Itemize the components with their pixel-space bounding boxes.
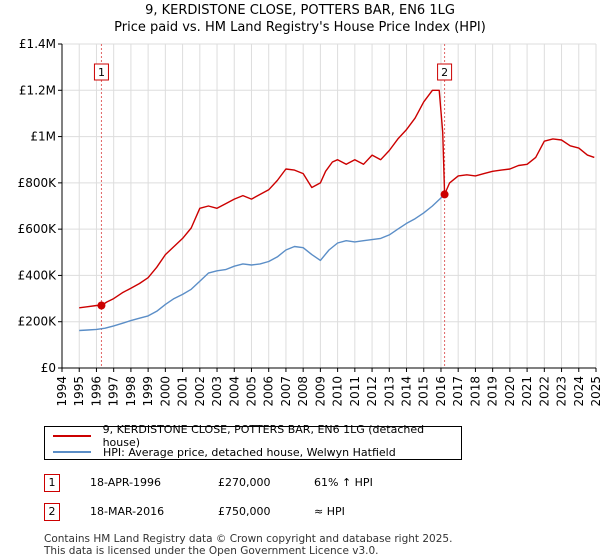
y-tick-label: £1.2M: [19, 83, 56, 97]
x-tick-label: 2007: [279, 376, 293, 407]
sale-date: 18-MAR-2016: [90, 505, 165, 518]
x-tick-label: 2014: [400, 376, 414, 407]
sale-price: £270,000: [218, 476, 271, 489]
y-tick-label: £1.4M: [19, 37, 56, 51]
x-tick-label: 2021: [520, 376, 534, 407]
x-tick-label: 2000: [158, 376, 172, 407]
x-tick-label: 2012: [365, 376, 379, 407]
x-tick-label: 2023: [555, 376, 569, 407]
legend-swatch-property: [53, 435, 91, 437]
plot-area: [62, 44, 596, 368]
footer: Contains HM Land Registry data © Crown c…: [44, 533, 452, 557]
x-tick-label: 2003: [210, 376, 224, 407]
sale-marker-label: 2: [441, 66, 448, 79]
y-tick-label: £0: [41, 361, 56, 375]
footer-licence: This data is licensed under the Open Gov…: [44, 545, 379, 557]
sale-marker-label: 1: [98, 66, 105, 79]
x-tick-label: 2024: [572, 376, 586, 407]
sale-hpi-relation: 61% ↑ HPI: [314, 476, 373, 489]
legend-swatch-hpi: [53, 451, 91, 453]
x-tick-label: 1996: [89, 376, 103, 407]
sale-hpi-relation: ≈ HPI: [314, 505, 345, 518]
y-tick-label: £400K: [18, 268, 58, 282]
x-tick-label: 2001: [176, 376, 190, 407]
sale-price: £750,000: [218, 505, 271, 518]
y-tick-label: £200K: [18, 315, 58, 329]
legend-item-hpi: HPI: Average price, detached house, Welw…: [53, 444, 396, 460]
chart-subtitle: Price paid vs. HM Land Registry's House …: [114, 20, 486, 35]
series-line-hpi: [79, 193, 446, 332]
x-tick-label: 2019: [486, 376, 500, 407]
x-tick-label: 2011: [348, 376, 362, 407]
x-tick-label: 2013: [382, 376, 396, 407]
x-tick-label: 1994: [55, 376, 69, 407]
sale-badge: 1: [44, 474, 60, 492]
sale-point: [440, 190, 449, 199]
y-tick-label: £1M: [30, 130, 56, 144]
footer-copyright: Contains HM Land Registry data © Crown c…: [44, 533, 453, 545]
legend-item-property: 9, KERDISTONE CLOSE, POTTERS BAR, EN6 1L…: [53, 423, 461, 449]
x-tick-label: 2010: [331, 376, 345, 407]
sale-marker-box: [93, 63, 109, 81]
legend: 9, KERDISTONE CLOSE, POTTERS BAR, EN6 1L…: [44, 423, 462, 460]
x-tick-label: 2015: [417, 376, 431, 407]
chart-title: 9, KERDISTONE CLOSE, POTTERS BAR, EN6 1L…: [145, 3, 455, 18]
x-tick-label: 2006: [262, 376, 276, 407]
sale-marker-box: [437, 63, 453, 81]
x-tick-label: 2004: [227, 376, 241, 407]
x-tick-label: 1998: [124, 376, 138, 407]
x-tick-label: 2017: [451, 376, 465, 407]
x-tick-label: 1997: [107, 376, 121, 407]
sale-badge: 2: [44, 503, 60, 521]
y-tick-label: £600K: [18, 222, 58, 236]
x-tick-label: 1999: [141, 376, 155, 407]
x-tick-label: 2002: [193, 376, 207, 407]
x-tick-label: 2016: [434, 376, 448, 407]
series-line-property: [79, 89, 595, 309]
x-tick-label: 2018: [468, 376, 482, 407]
sale-point: [97, 301, 106, 310]
x-tick-label: 1995: [72, 376, 86, 407]
x-tick-label: 2009: [313, 376, 327, 407]
chart-title-block: 9, KERDISTONE CLOSE, POTTERS BAR, EN6 1L…: [0, 2, 600, 36]
sale-date: 18-APR-1996: [90, 476, 162, 489]
x-tick-label: 2020: [503, 376, 517, 407]
x-tick-label: 2005: [244, 376, 258, 407]
grid: [61, 43, 597, 369]
x-tick-label: 2008: [296, 376, 310, 407]
legend-label-hpi: HPI: Average price, detached house, Welw…: [103, 445, 396, 459]
x-tick-label: 2025: [589, 376, 600, 407]
legend-label-property: 9, KERDISTONE CLOSE, POTTERS BAR, EN6 1L…: [102, 423, 425, 449]
x-tick-label: 2022: [537, 376, 551, 407]
y-tick-label: £800K: [18, 176, 58, 190]
series-lines: [79, 89, 595, 332]
